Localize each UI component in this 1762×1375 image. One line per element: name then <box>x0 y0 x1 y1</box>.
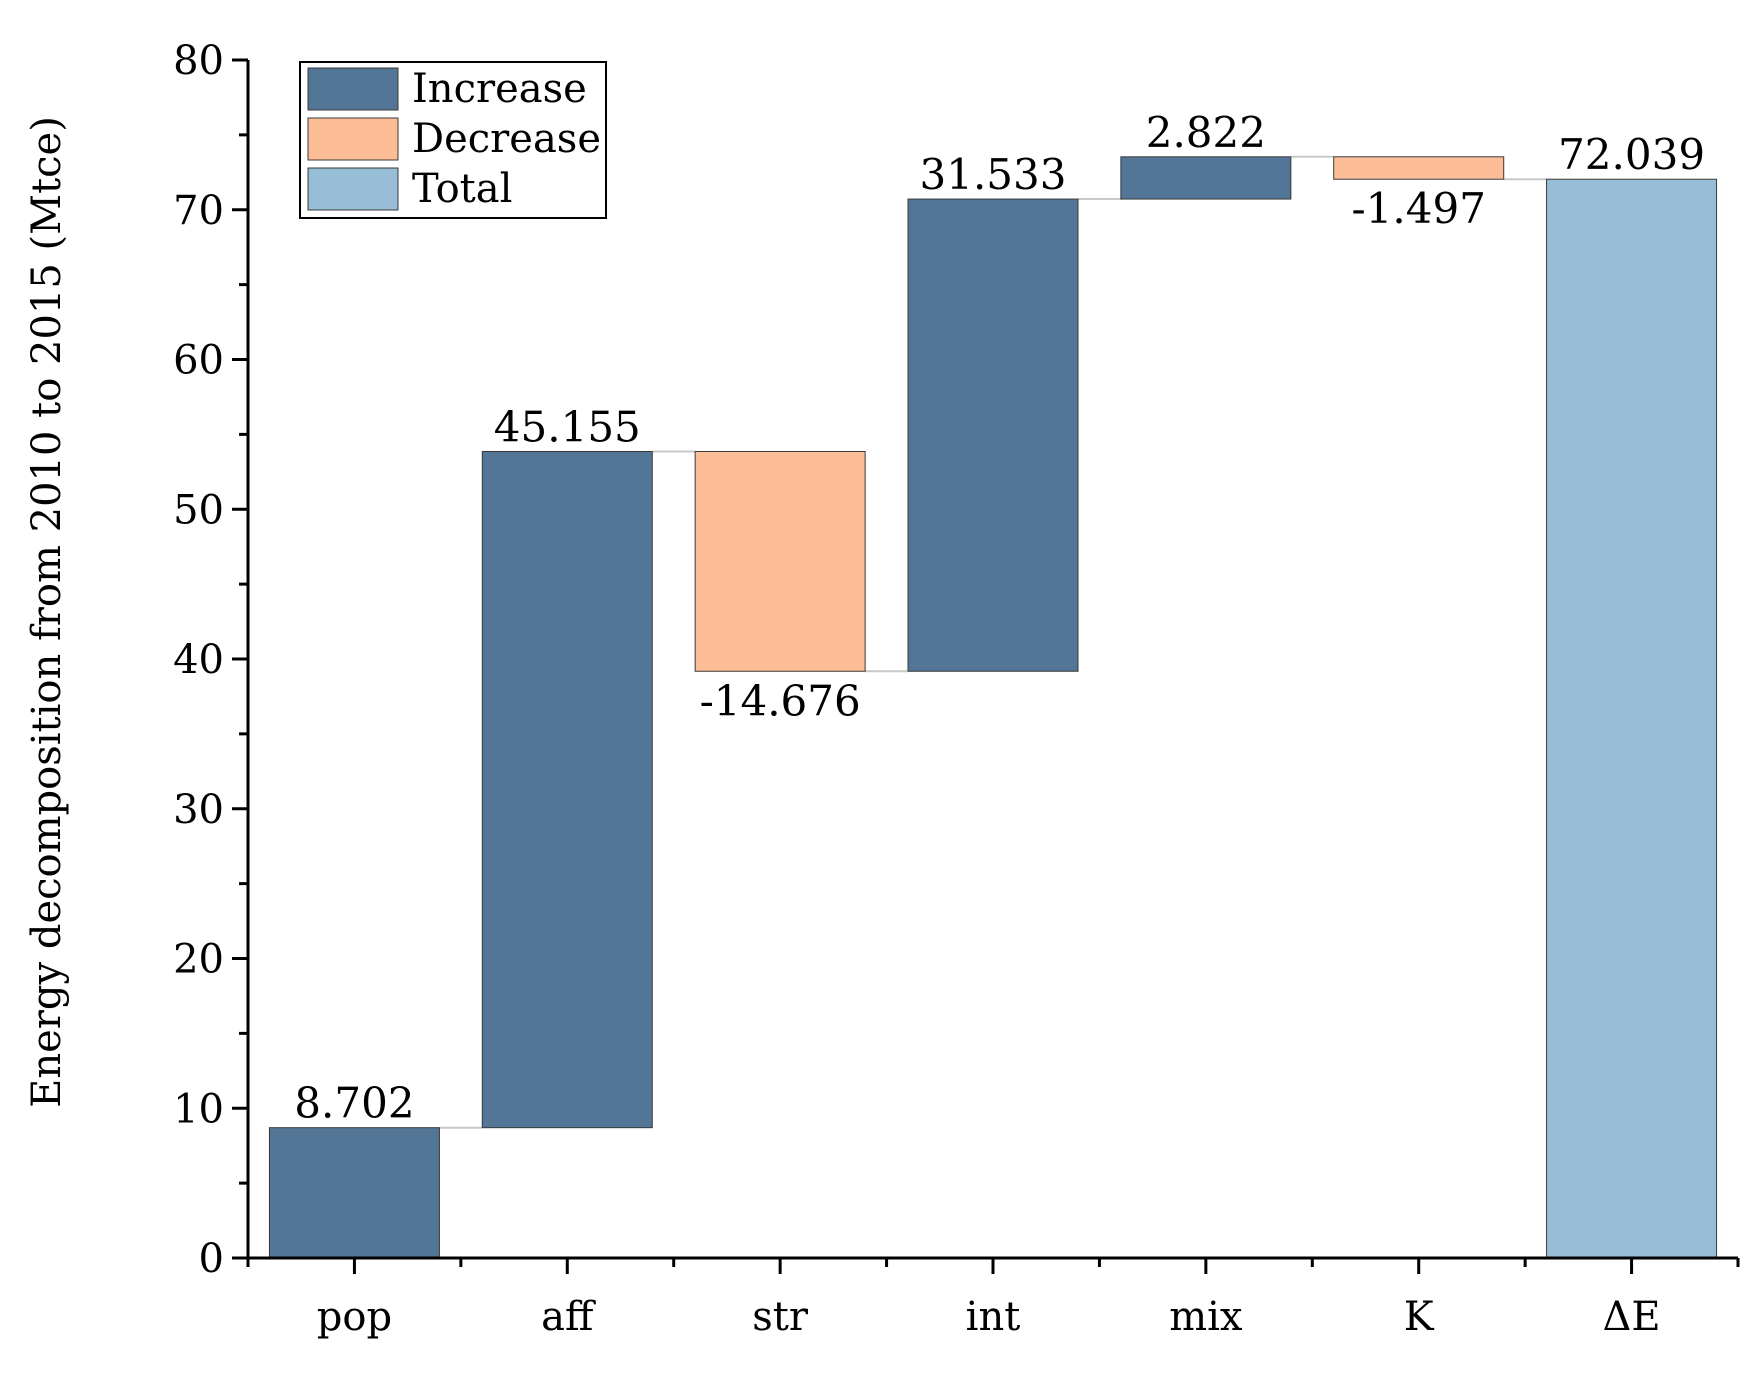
data-label: 8.702 <box>294 1079 414 1128</box>
bar-pop <box>268 1127 440 1259</box>
x-tick-label: pop <box>317 1294 392 1340</box>
legend-swatch-increase <box>307 67 399 111</box>
bar-K <box>1333 156 1505 180</box>
data-label: 31.533 <box>920 150 1067 199</box>
bar-mix <box>1120 156 1292 200</box>
y-tick-label: 60 <box>173 338 224 384</box>
x-tick-label: str <box>752 1294 809 1340</box>
data-label: 2.822 <box>1146 108 1266 157</box>
y-tick-label: 10 <box>173 1086 224 1132</box>
axes: pop aff str int mix K ΔE 0 10 20 30 40 50 60 70 80 <box>173 38 1740 1340</box>
data-label: -1.497 <box>1351 184 1485 233</box>
y-axis-title: Energy decomposition from 2010 to 2015 (… <box>24 116 70 1108</box>
bar-str <box>694 450 866 672</box>
legend-label-total: Total <box>412 166 512 212</box>
bars <box>268 156 1718 1259</box>
legend-label-decrease: Decrease <box>412 116 601 162</box>
legend-swatch-decrease <box>307 117 399 161</box>
data-label: 45.155 <box>494 402 641 451</box>
y-tick-label: 40 <box>173 637 224 683</box>
data-labels: 8.702 45.155 -14.676 31.533 2.822 -1.497 72.03… <box>294 108 1705 1128</box>
y-tick-label: 70 <box>173 188 224 234</box>
x-tick-label: aff <box>541 1294 596 1340</box>
y-tick-label: 0 <box>199 1236 224 1282</box>
y-tick-label: 30 <box>173 787 224 833</box>
bar-int <box>907 198 1079 672</box>
y-tick-label: 20 <box>173 937 224 983</box>
x-tick-label: mix <box>1169 1294 1243 1340</box>
x-tick-label: int <box>966 1294 1021 1340</box>
legend-swatch-total <box>307 167 399 211</box>
legend-label-increase: Increase <box>412 66 587 112</box>
data-label: -14.676 <box>700 676 861 725</box>
y-tick-label: 80 <box>173 38 224 84</box>
x-tick-label: K <box>1404 1294 1435 1340</box>
data-label: 72.039 <box>1558 130 1705 179</box>
x-tick-label: ΔE <box>1603 1294 1661 1340</box>
connector-lines <box>439 155 1547 1129</box>
y-tick-label: 50 <box>173 487 224 533</box>
bar-aff <box>481 450 653 1129</box>
bar-E-total <box>1546 178 1718 1259</box>
